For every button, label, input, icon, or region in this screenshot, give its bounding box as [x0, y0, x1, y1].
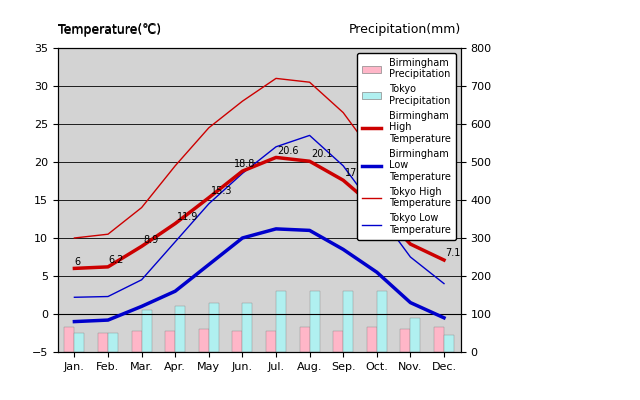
Bar	[266, 331, 276, 352]
Bar	[165, 331, 175, 352]
Text: 13.8: 13.8	[378, 197, 400, 207]
Text: 18.8: 18.8	[234, 159, 255, 169]
Bar	[209, 302, 219, 352]
Bar	[343, 291, 353, 352]
Bar	[198, 329, 209, 352]
Text: 7.1: 7.1	[445, 248, 461, 258]
Bar	[64, 327, 74, 352]
Bar	[243, 302, 252, 352]
Text: Temperature(℃): Temperature(℃)	[58, 23, 161, 36]
Legend: Birmingham
Precipitation, Tokyo
Precipitation, Birmingham
High
Temperature, Birm: Birmingham Precipitation, Tokyo Precipit…	[357, 53, 456, 240]
Bar	[141, 310, 152, 352]
Bar	[367, 327, 377, 352]
Text: 15.3: 15.3	[211, 186, 232, 196]
Text: 11.9: 11.9	[177, 212, 198, 222]
Bar	[410, 318, 420, 352]
Text: 20.1: 20.1	[311, 150, 333, 160]
Bar	[300, 327, 310, 352]
Text: 8.9: 8.9	[143, 234, 159, 244]
Bar	[276, 291, 286, 352]
Bar	[175, 306, 186, 352]
Bar	[132, 331, 141, 352]
Text: Temperature(℃): Temperature(℃)	[58, 24, 161, 36]
Bar	[232, 331, 243, 352]
Bar	[333, 331, 343, 352]
Text: 9.2: 9.2	[412, 232, 428, 242]
Bar	[434, 327, 444, 352]
Text: 17.6: 17.6	[345, 168, 366, 178]
Bar	[400, 329, 410, 352]
Text: 6: 6	[74, 257, 81, 266]
Bar	[310, 291, 319, 352]
Bar	[74, 333, 84, 352]
Bar	[108, 333, 118, 352]
Bar	[377, 291, 387, 352]
Text: Precipitation(mm): Precipitation(mm)	[349, 23, 461, 36]
Bar	[98, 333, 108, 352]
Bar	[444, 335, 454, 352]
Text: 6.2: 6.2	[108, 255, 124, 265]
Text: 20.6: 20.6	[278, 146, 299, 156]
